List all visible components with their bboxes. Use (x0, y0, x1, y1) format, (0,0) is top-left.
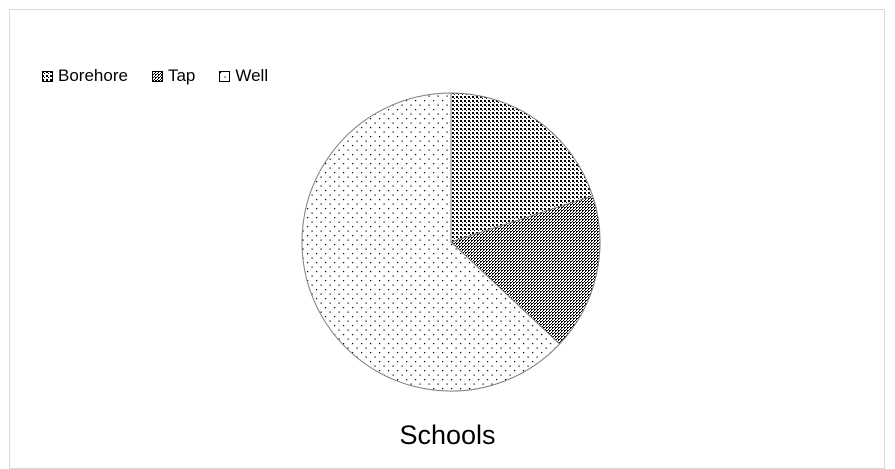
legend-swatch-tap (151, 70, 163, 82)
pie-slice-well (301, 92, 561, 392)
pie-slices (301, 92, 601, 392)
pie-slice-tap (450, 195, 601, 345)
legend-swatch-borehore (42, 70, 53, 82)
legend-item-tap: Tap (151, 66, 196, 86)
legend: Borehore Tap Well (42, 66, 268, 86)
pie-slice-borehore (450, 92, 594, 243)
legend-label-borehore: Borehore (58, 66, 128, 85)
chart-title: Schools (399, 420, 496, 450)
legend-label-tap: Tap (167, 66, 196, 85)
legend-item-borehore: Borehore (42, 66, 128, 86)
legend-item-well: Well (219, 66, 268, 86)
legend-label-well: Well (235, 66, 269, 85)
legend-swatch-well (219, 70, 231, 82)
